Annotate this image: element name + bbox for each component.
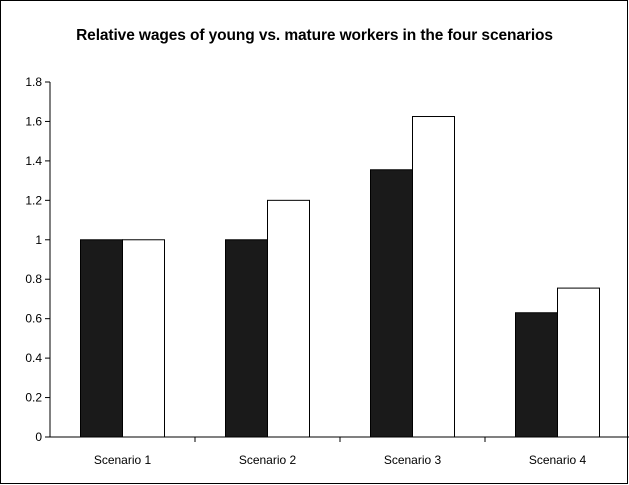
bar-series-1 (80, 239, 123, 438)
bar-series-2 (557, 287, 600, 438)
y-tick-label: 1.8 (25, 75, 42, 89)
y-tick-label: 1.6 (25, 114, 42, 128)
x-tick-label: Scenario 1 (94, 453, 152, 467)
bar-series-2 (267, 199, 310, 438)
y-tick-label: 0.2 (25, 391, 42, 405)
y-tick-label: 0.6 (25, 312, 42, 326)
x-tick-label: Scenario 2 (239, 453, 297, 467)
bar-series-1 (370, 169, 413, 438)
bar-series-2 (412, 116, 455, 438)
bar-series-2 (122, 239, 165, 438)
y-tick-label: 1 (35, 233, 42, 247)
y-tick-label: 0.8 (25, 272, 42, 286)
y-tick-label: 1.2 (25, 193, 42, 207)
y-tick-label: 0.4 (25, 351, 42, 365)
y-tick-label: 0 (35, 430, 42, 444)
y-tick-label: 1.4 (25, 154, 42, 168)
x-tick-label: Scenario 4 (529, 453, 587, 467)
bar-series-1 (225, 239, 268, 438)
chart-title: Relative wages of young vs. mature worke… (76, 27, 553, 44)
x-tick-label: Scenario 3 (384, 453, 442, 467)
bar-series-1 (515, 312, 558, 438)
